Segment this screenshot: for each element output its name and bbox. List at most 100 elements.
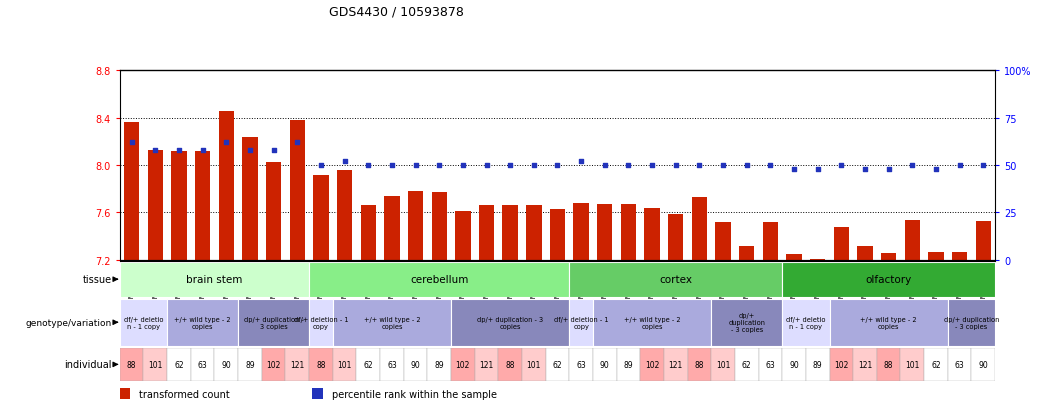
Bar	[783, 299, 829, 346]
Text: dp/+ duplication - 3
copies: dp/+ duplication - 3 copies	[477, 316, 543, 329]
Text: 121: 121	[669, 360, 683, 369]
Bar	[621, 205, 636, 260]
Bar	[290, 121, 305, 260]
Bar	[191, 348, 215, 381]
Point	[880, 166, 897, 173]
Point	[810, 166, 826, 173]
Text: 89: 89	[813, 360, 822, 369]
Text: 89: 89	[435, 360, 444, 369]
Text: 90: 90	[978, 360, 988, 369]
Bar	[195, 152, 210, 260]
Text: brain stem: brain stem	[187, 275, 243, 285]
Bar	[120, 299, 167, 346]
Bar	[171, 152, 187, 260]
Bar	[952, 252, 967, 260]
Bar	[239, 299, 309, 346]
Text: 101: 101	[338, 360, 352, 369]
Point	[904, 162, 921, 169]
Point	[502, 162, 519, 169]
Text: 63: 63	[954, 360, 965, 369]
Text: 90: 90	[411, 360, 420, 369]
Bar	[120, 348, 144, 381]
Text: 62: 62	[932, 360, 941, 369]
Point	[242, 147, 258, 154]
Bar	[759, 348, 783, 381]
Bar	[948, 299, 995, 346]
Point	[337, 159, 353, 165]
Text: 89: 89	[623, 360, 634, 369]
Text: 90: 90	[600, 360, 610, 369]
Bar	[239, 348, 262, 381]
Bar	[309, 262, 569, 297]
Bar	[569, 348, 593, 381]
Bar	[900, 348, 924, 381]
Bar	[853, 348, 876, 381]
Text: cortex: cortex	[660, 275, 692, 285]
Point	[927, 166, 944, 173]
Text: GDS4430 / 10593878: GDS4430 / 10593878	[328, 6, 464, 19]
Text: 101: 101	[148, 360, 163, 369]
Bar	[451, 348, 475, 381]
Bar	[380, 348, 403, 381]
Bar	[431, 193, 447, 260]
Bar	[971, 348, 995, 381]
Bar	[573, 204, 589, 260]
Bar	[286, 348, 309, 381]
Text: 102: 102	[835, 360, 848, 369]
Bar	[266, 162, 281, 260]
Bar	[712, 348, 735, 381]
Text: dp/+ duplication -
3 copies: dp/+ duplication - 3 copies	[244, 316, 303, 329]
Bar	[502, 206, 518, 260]
Point	[739, 162, 755, 169]
Text: 121: 121	[479, 360, 494, 369]
Bar	[593, 299, 712, 346]
Text: df/+ deletion - 1
copy: df/+ deletion - 1 copy	[554, 316, 609, 329]
Bar	[332, 348, 356, 381]
Bar	[384, 197, 399, 260]
Text: 88: 88	[695, 360, 704, 369]
Point	[951, 162, 968, 169]
Text: percentile rank within the sample: percentile rank within the sample	[331, 389, 497, 399]
Bar	[735, 348, 759, 381]
Point	[668, 162, 685, 169]
Point	[833, 162, 849, 169]
Text: 88: 88	[505, 360, 515, 369]
Point	[478, 162, 495, 169]
Text: +/+ wild type - 2
copies: +/+ wild type - 2 copies	[364, 316, 420, 329]
Bar	[640, 348, 664, 381]
Point	[383, 162, 400, 169]
Bar	[810, 259, 825, 260]
Text: 62: 62	[552, 360, 563, 369]
Point	[596, 162, 613, 169]
Bar	[313, 388, 323, 399]
Point	[857, 166, 873, 173]
Text: dp/+
duplication
- 3 copies: dp/+ duplication - 3 copies	[728, 313, 765, 332]
Bar	[522, 348, 546, 381]
Point	[218, 140, 234, 146]
Bar	[829, 348, 853, 381]
Bar	[427, 348, 451, 381]
Bar	[455, 212, 471, 260]
Bar	[475, 348, 498, 381]
Text: df/+ deletion - 1
copy: df/+ deletion - 1 copy	[294, 316, 348, 329]
Bar	[219, 112, 234, 260]
Point	[573, 159, 590, 165]
Bar	[834, 227, 849, 260]
Bar	[120, 262, 309, 297]
Text: 102: 102	[267, 360, 280, 369]
Bar	[167, 348, 191, 381]
Bar	[451, 299, 569, 346]
Text: tissue: tissue	[82, 275, 111, 285]
Text: +/+ wild type - 2
copies: +/+ wild type - 2 copies	[861, 316, 917, 329]
Point	[691, 162, 708, 169]
Point	[171, 147, 188, 154]
Bar	[526, 206, 542, 260]
Bar	[924, 348, 948, 381]
Bar	[783, 262, 995, 297]
Point	[359, 162, 376, 169]
Text: 62: 62	[174, 360, 183, 369]
Bar	[332, 299, 451, 346]
Text: df/+ deletio
n - 1 copy: df/+ deletio n - 1 copy	[124, 316, 164, 329]
Point	[194, 147, 210, 154]
Bar	[242, 138, 257, 260]
